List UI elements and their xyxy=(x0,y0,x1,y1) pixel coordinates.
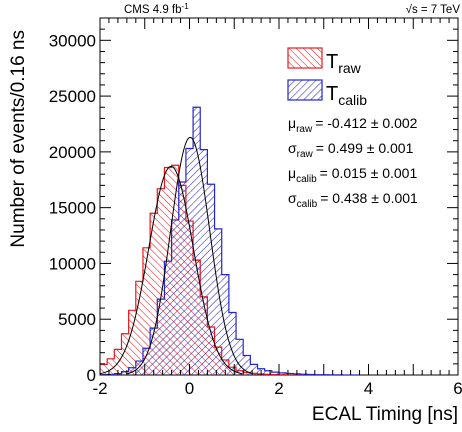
stat-sigma-calib: σcalib = 0.438 ± 0.001 xyxy=(288,190,418,210)
bar-T_calib-5 xyxy=(135,361,143,375)
bar-T_calib-4 xyxy=(128,367,136,375)
legend-entry-calib: Tcalib xyxy=(287,79,367,108)
legend-swatch-calib xyxy=(287,79,323,101)
y-tick-label: 30000 xyxy=(49,31,96,50)
fit-curve-T_raw xyxy=(100,165,243,375)
bar-T_calib-15 xyxy=(207,184,215,375)
y-tick-label: 0 xyxy=(87,366,96,385)
y-tick-label: 15000 xyxy=(49,199,96,218)
bar-T_calib-23 xyxy=(264,370,272,375)
bar-T_calib-20 xyxy=(243,355,251,375)
legend: Traw Tcalib xyxy=(287,47,367,108)
energy-label: √s = 7 TeV xyxy=(406,3,461,16)
bar-T_raw-1 xyxy=(107,358,115,375)
bar-T_raw-6 xyxy=(142,247,151,375)
stat-mu-calib: μcalib = 0.015 ± 0.001 xyxy=(288,165,417,185)
bar-T_calib-19 xyxy=(236,339,244,375)
bar-T_raw-8 xyxy=(157,188,165,375)
legend-label-raw: Traw xyxy=(326,51,362,76)
y-tick-label: 25000 xyxy=(49,87,96,106)
bar-T_calib-13 xyxy=(193,107,201,375)
bar-T_calib-8 xyxy=(157,299,165,375)
bar-T_calib-17 xyxy=(221,274,229,375)
bar-T_raw-7 xyxy=(150,213,158,375)
bar-T_calib-26 xyxy=(286,373,294,375)
y-axis-title: Number of events/0.16 ns xyxy=(8,30,29,248)
bar-T_calib-10 xyxy=(171,219,179,375)
x-axis: -2 0 2 4 6 xyxy=(92,18,462,398)
fit-curve-T_calib xyxy=(127,136,253,375)
bar-T_calib-24 xyxy=(271,372,279,375)
bar-T_calib-11 xyxy=(178,181,186,375)
x-axis-title: ECAL Timing [ns] xyxy=(312,404,458,425)
bar-T_calib-9 xyxy=(164,261,172,375)
bar-T_raw-5 xyxy=(135,281,143,375)
bar-T_calib-6 xyxy=(142,348,151,375)
bar-T_raw-4 xyxy=(128,310,136,375)
bar-T_calib-12 xyxy=(185,148,194,375)
bar-T_calib-14 xyxy=(200,149,208,375)
x-tick-label: 6 xyxy=(453,379,462,398)
bar-T_calib-7 xyxy=(150,328,158,375)
x-tick-label: -2 xyxy=(92,379,107,398)
x-tick-label: 2 xyxy=(274,379,283,398)
experiment-label: CMS 4.9 fb-1 xyxy=(124,2,189,16)
fit-curves xyxy=(100,136,253,375)
bar-T_raw-0 xyxy=(100,364,108,375)
y-tick-label: 10000 xyxy=(49,254,96,273)
series-T_calib xyxy=(100,106,359,375)
bar-T_calib-18 xyxy=(228,312,237,375)
x-tick-label: 4 xyxy=(364,379,373,398)
legend-entry-raw: Traw xyxy=(287,47,362,76)
y-axis: 0 5000 10000 15000 20000 25000 30000 xyxy=(49,17,458,385)
legend-label-calib: Tcalib xyxy=(326,83,367,108)
bar-T_calib-16 xyxy=(214,228,222,375)
stat-sigma-raw: σraw = 0.499 ± 0.001 xyxy=(288,140,414,160)
bar-T_calib-25 xyxy=(279,372,287,375)
y-tick-label: 20000 xyxy=(49,143,96,162)
bar-T_calib-3 xyxy=(121,371,129,375)
fit-stats: μraw = -0.412 ± 0.002 σraw = 0.499 ± 0.001… xyxy=(288,115,418,210)
legend-swatch-raw xyxy=(287,47,323,69)
x-tick-label: 0 xyxy=(185,379,194,398)
bar-T_raw-3 xyxy=(121,333,129,375)
stat-mu-raw: μraw = -0.412 ± 0.002 xyxy=(288,115,418,135)
histogram-bars xyxy=(100,106,359,375)
bar-T_calib-21 xyxy=(250,364,258,375)
y-tick-label: 5000 xyxy=(58,310,96,329)
